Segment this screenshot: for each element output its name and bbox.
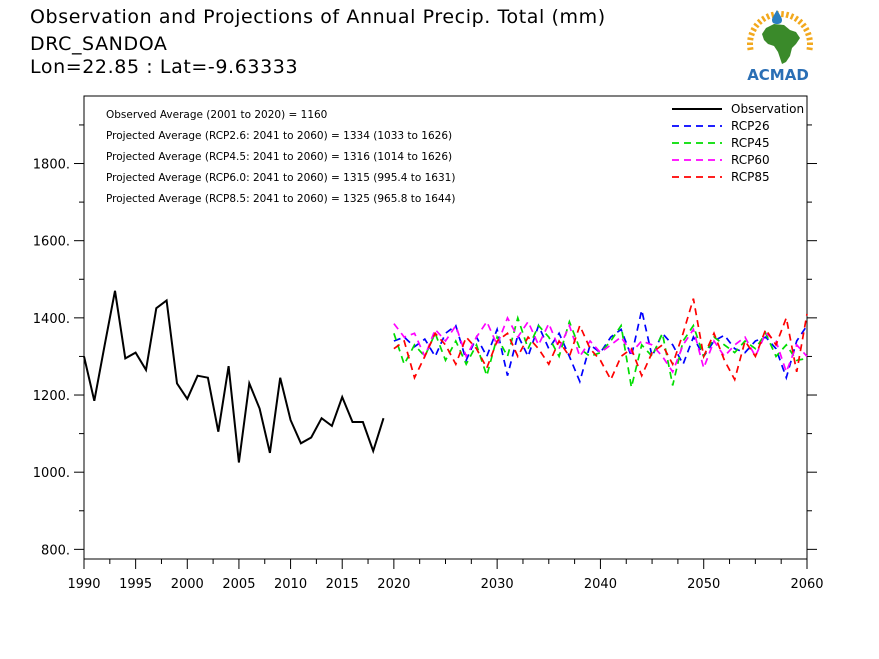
sun-ray bbox=[806, 46, 813, 51]
x-tick-label: 2060 bbox=[790, 577, 823, 592]
acmad-logo-graphic: ACMAD bbox=[746, 10, 814, 84]
legend-label: RCP26 bbox=[731, 119, 770, 133]
sun-ray bbox=[806, 37, 813, 41]
x-tick-label: 2030 bbox=[481, 577, 514, 592]
series-layer bbox=[83, 290, 808, 463]
sun-ray bbox=[803, 27, 810, 33]
water-drop-icon bbox=[772, 10, 782, 24]
sun-ray bbox=[797, 18, 804, 25]
sun-ray bbox=[800, 22, 807, 29]
annotation-line: Projected Average (RCP6.0: 2041 to 2060)… bbox=[106, 172, 455, 184]
acmad-logo: ACMAD bbox=[738, 8, 818, 84]
x-tick-label: 2020 bbox=[377, 577, 410, 592]
station-name: DRC_SANDOA bbox=[30, 33, 168, 55]
sun-ray bbox=[765, 13, 771, 20]
x-tick-label: 2050 bbox=[687, 577, 720, 592]
annotation-line: Projected Average (RCP2.6: 2041 to 2060)… bbox=[106, 130, 452, 142]
series-line-observation bbox=[83, 290, 385, 463]
x-tick-label: 1995 bbox=[119, 577, 152, 592]
x-tick-label: 2000 bbox=[171, 577, 204, 592]
sun-ray bbox=[747, 46, 754, 51]
sun-ray bbox=[753, 22, 760, 29]
sun-ray bbox=[805, 31, 812, 37]
y-tick-label: 1400. bbox=[33, 312, 70, 327]
legend: Observation RCP26 RCP45 RCP60 RCP85 bbox=[672, 102, 804, 184]
legend-label: Observation bbox=[731, 102, 804, 116]
sun-ray bbox=[793, 15, 800, 23]
chart-title: Observation and Projections of Annual Pr… bbox=[30, 6, 606, 28]
africa-map-icon bbox=[762, 24, 800, 64]
annotation-line: Observed Average (2001 to 2020) = 1160 bbox=[106, 109, 327, 121]
legend-label: RCP45 bbox=[731, 136, 770, 150]
plot-frame bbox=[83, 95, 808, 560]
series-line-rcp26 bbox=[393, 309, 808, 385]
x-tick-label: 1990 bbox=[67, 577, 100, 592]
sun-ray bbox=[750, 27, 757, 33]
y-tick-label: 1200. bbox=[33, 389, 70, 404]
logo-text: ACMAD bbox=[747, 66, 809, 84]
series-line-rcp45 bbox=[393, 314, 808, 388]
station-coordinates: Lon=22.85 : Lat=-9.63333 bbox=[30, 56, 299, 78]
annotations: Observed Average (2001 to 2020) = 1160 Pr… bbox=[106, 109, 455, 205]
y-axis: 800. 1000. 1200. 1400. 1600. 1800. bbox=[33, 124, 817, 558]
legend-label: RCP85 bbox=[731, 170, 770, 184]
y-tick-label: 1800. bbox=[33, 158, 70, 173]
sun-ray bbox=[785, 11, 790, 19]
y-tick-label: 800. bbox=[41, 543, 70, 558]
annotation-line: Projected Average (RCP4.5: 2041 to 2060)… bbox=[106, 151, 452, 163]
sun-ray bbox=[760, 15, 767, 23]
sun-ray bbox=[789, 13, 795, 20]
annotation-line: Projected Average (RCP8.5: 2041 to 2060)… bbox=[106, 193, 455, 205]
sun-ray bbox=[756, 18, 763, 25]
x-tick-label: 2015 bbox=[326, 577, 359, 592]
x-tick-label: 2005 bbox=[222, 577, 255, 592]
x-tick-label: 2040 bbox=[584, 577, 617, 592]
x-axis: 1990 1995 2000 2005 2010 2015 2020 2030 2040 2050… bbox=[67, 559, 824, 592]
sun-ray bbox=[748, 31, 755, 37]
sun-rays-icon bbox=[746, 11, 814, 51]
sun-ray bbox=[747, 37, 754, 41]
legend-label: RCP60 bbox=[731, 153, 770, 167]
x-tick-label: 2010 bbox=[274, 577, 307, 592]
series-line-rcp85 bbox=[393, 298, 808, 382]
y-tick-label: 1000. bbox=[33, 466, 70, 481]
y-tick-label: 1600. bbox=[33, 235, 70, 250]
